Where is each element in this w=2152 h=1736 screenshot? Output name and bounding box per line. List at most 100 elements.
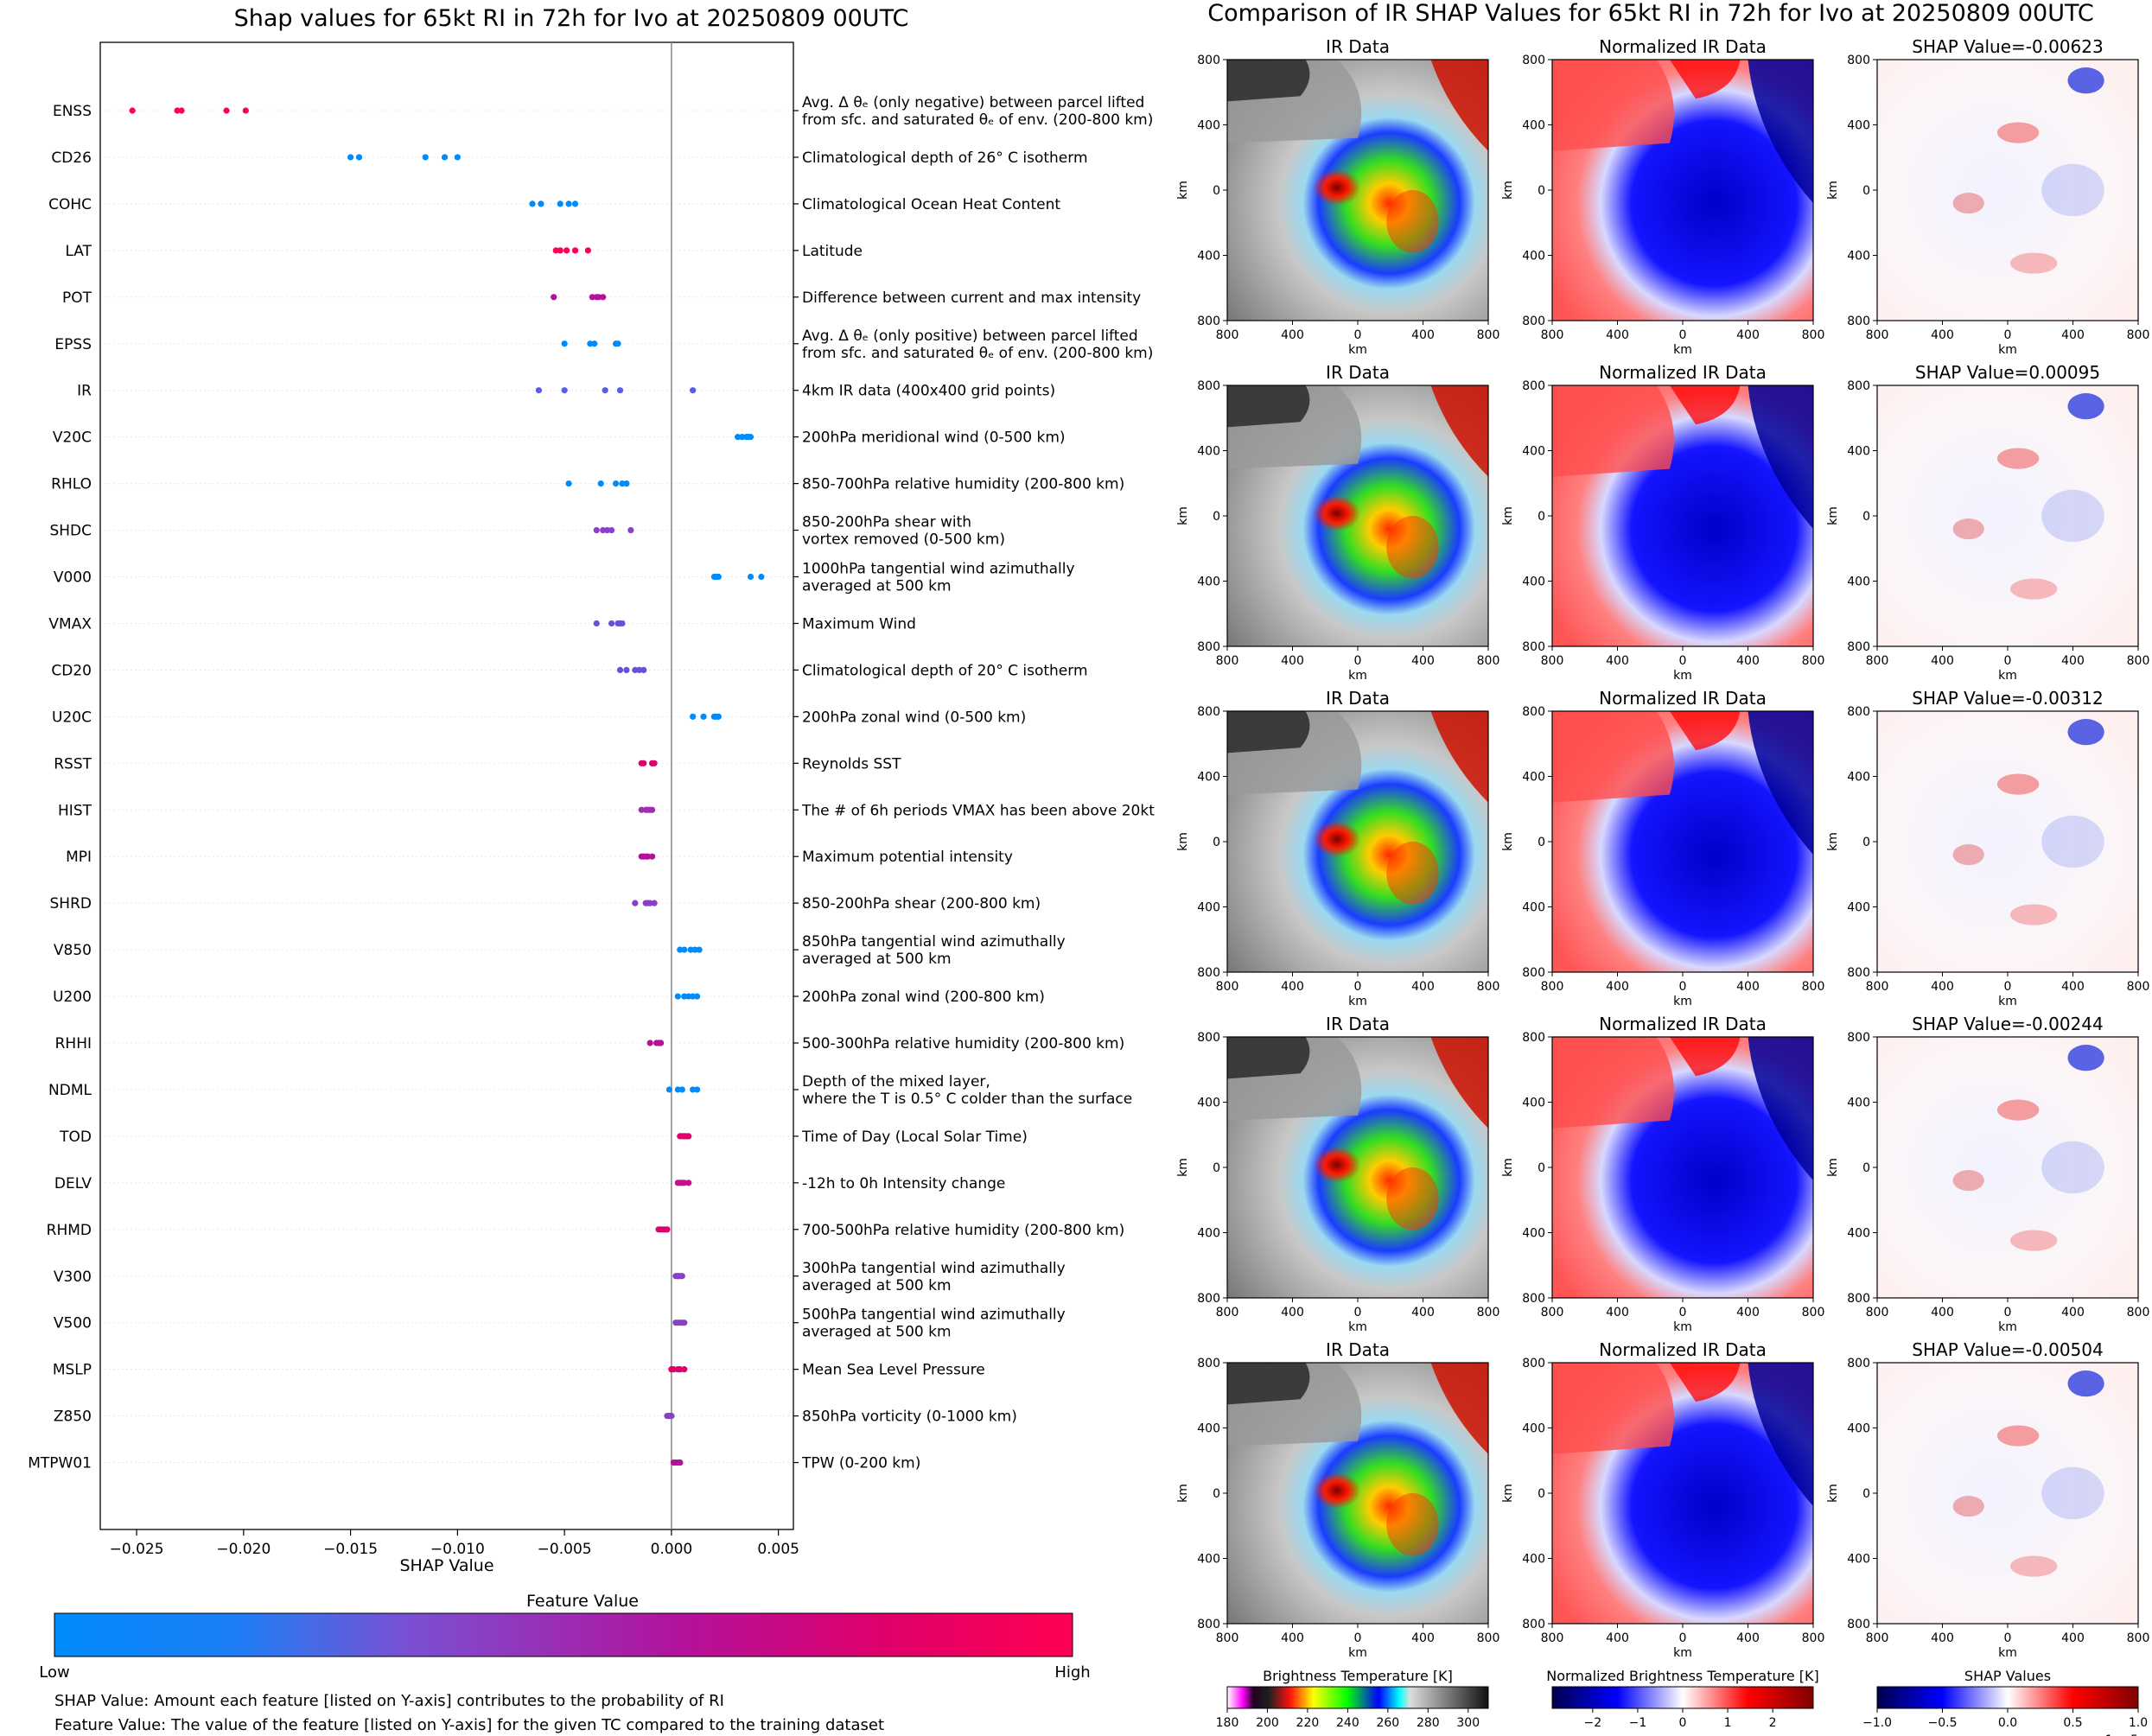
colorbar-tick-label: 1.0 [2129,1716,2148,1730]
feature-description-v000: 1000hPa tangential wind azimuthally [802,561,1075,578]
x-tick-label: 400 [1411,1631,1435,1645]
y-axis-label: km [1826,181,1840,200]
colorbar-label: Normalized Brightness Temperature [K] [1546,1668,1819,1684]
shap-point-u200-0 [674,993,681,1000]
y-tick-label: 400 [1197,1097,1220,1110]
x-tick-label: 400 [2061,1306,2085,1319]
colorbar-tick-label: −0.5 [1928,1716,1958,1730]
shap-point-shrd-4 [651,900,658,906]
feature-name-vmax: VMAX [48,615,92,633]
feature-description-epss: from sfc. and saturated θₑ of env. (200-… [802,345,1153,362]
x-tick-label: 400 [1281,654,1304,668]
feature-name-rhhi: RHHI [55,1035,92,1052]
x-tick-label: 800 [1216,980,1239,994]
x-tick-label: −0.020 [216,1541,271,1558]
shap-point-rhhi-4 [657,1040,665,1046]
x-tick-label: 400 [1736,980,1760,994]
note-feature-value: Feature Value: The value of the feature … [54,1716,884,1734]
colorbar-label: Brightness Temperature [K] [1263,1668,1453,1684]
y-axis-label: km [1176,181,1190,200]
y-tick-label: 800 [1197,54,1220,67]
clear-sky-region [1227,385,1362,469]
y-axis-label: km [1176,1484,1190,1503]
shap-map-panel: SHAP Value=-0.00312800800400400004004008… [1826,688,2149,1008]
x-tick-label: 400 [1736,1306,1760,1319]
x-tick-label: 400 [1606,328,1629,342]
panel-row-5: IR Data80080040040000400400800800kmkmNor… [1176,1339,2149,1660]
clear-sky-region [1227,1363,1362,1447]
positive-shap-blob [2010,1230,2058,1251]
y-tick-label: 400 [1522,901,1545,915]
warm-region [1552,385,1674,477]
x-tick-label: 0.005 [757,1541,799,1558]
clear-sky-region [1227,711,1362,795]
feature-description-shdc: 850-200hPa shear with [802,514,971,531]
feature-description-cohc: Climatological Ocean Heat Content [802,196,1060,213]
shap-point-vmax-4 [619,620,626,627]
feature-description-v000: averaged at 500 km [802,578,952,595]
feature-description-v500: averaged at 500 km [802,1324,952,1341]
feature-name-cd20: CD20 [51,662,92,679]
x-tick-label: 800 [1477,1631,1500,1645]
cold-region [1748,1363,1813,1507]
y-tick-label: 0 [1213,1487,1220,1501]
positive-shap-blob [1952,844,1984,866]
core-convection [1313,169,1361,207]
panel-title: Normalized IR Data [1599,688,1767,709]
shap-point-epss-1 [587,340,594,347]
shap-point-shdc-2 [604,526,611,534]
shap-point-v000-2 [715,573,722,581]
shap-point-cd26-4 [454,154,461,161]
shap-point-cd26-0 [347,154,354,161]
ir-image [1227,385,1488,646]
panel-title: IR Data [1326,1339,1390,1360]
feature-description-rhhi: 500-300hPa relative humidity (200-800 km… [802,1035,1124,1052]
x-axis-label: km [1673,1320,1692,1334]
shap-point-cohc-4 [571,200,579,207]
shap-point-delv-3 [681,1180,688,1186]
rainband-convection [1386,842,1439,905]
warm-region-top [1669,1037,1741,1077]
x-tick-label: 800 [1866,1306,1889,1319]
feature-description-lat: Latitude [802,243,863,260]
y-tick-label: 800 [1847,1292,1870,1306]
panel-title: Normalized IR Data [1599,362,1767,383]
feature-description-delv: -12h to 0h Intensity change [802,1175,1005,1192]
x-tick-label: 800 [1866,328,1889,342]
x-axis-label: km [1348,669,1367,683]
negative-shap-blob [2067,1370,2104,1397]
rainband-convection [1386,1167,1439,1230]
core-convection [1313,1472,1361,1510]
normalized-ir-panel: Normalized IR Data8008004004000040040080… [1501,688,1824,1008]
shap-point-lat-2 [563,247,570,254]
panel-frame [1551,59,1814,321]
shap-map-panel: SHAP Value=0.000958008004004000040040080… [1826,362,2149,683]
rainband-convection [1386,1493,1439,1556]
normalized-ir-panel: Normalized IR Data8008004004000040040080… [1501,1339,1824,1660]
feature-description-rhlo: 850-700hPa relative humidity (200-800 km… [802,476,1124,493]
shap-point-rhlo-2 [612,480,620,487]
y-tick-label: 800 [1847,54,1870,67]
colorbar-strip [1876,1686,2139,1709]
x-tick-label: −0.005 [538,1541,592,1558]
y-tick-label: 800 [1847,315,1870,328]
x-tick-label: −0.015 [323,1541,378,1558]
x-tick-label: 0 [1679,1306,1687,1319]
plot-frame [99,41,794,1530]
y-axis-label: km [1826,1484,1840,1503]
panel-title: SHAP Value=-0.00312 [1912,688,2103,709]
shap-point-ir-1 [561,387,568,394]
y-tick-label: 400 [1197,250,1220,264]
feature-description-u20c: 200hPa zonal wind (0-500 km) [802,709,1026,726]
x-tick-label: 400 [1606,1306,1629,1319]
colorbar-tick-label: 240 [1336,1716,1359,1730]
feature-name-ndml: NDML [48,1082,92,1099]
rainband-convection [1386,189,1439,253]
shap-summary-plot: ENSS Avg. Δ θₑ (only negative) between pa… [28,41,1155,1734]
y-tick-label: 400 [1197,1227,1220,1241]
colorbar-tick-label: 0.0 [1998,1716,2017,1730]
shap-point-ndml-2 [678,1086,685,1093]
